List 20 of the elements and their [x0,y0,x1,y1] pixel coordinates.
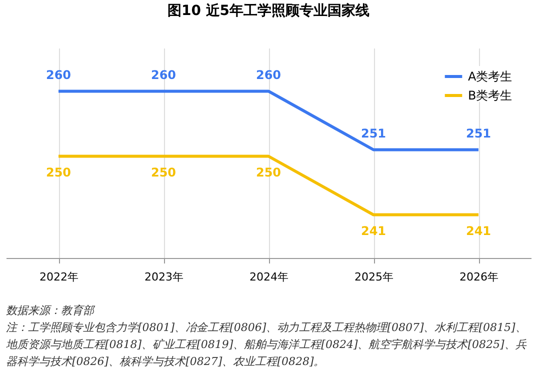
data-label: 250 [256,165,282,180]
x-tick-label: 2024年 [250,270,288,284]
x-tick-label: 2022年 [40,270,78,284]
data-label: 251 [466,126,492,141]
text: 注：工学照顾专业包含力学[0801]、冶金工程[0806]、动力工程及工程热物理[0807]、水利工程[0815]、地质资源与地质工程[0818]、矿业工程[0819]、船舶与海洋工程[0824]、航空宇航科学与技术[0825]、兵器科学与技术[0826]、核科学与技术[0827]、农业工程[0828]。 [6,320,528,370]
data-label: 241 [360,224,386,238]
x-tick-label: 2023年 [144,270,184,284]
chart-title: 图10 近5年工学照顾专业国家线 [167,2,370,19]
x-tick-label: 2025年 [354,270,394,284]
data-label: 260 [46,68,72,82]
legend-label: A类考生 [468,70,512,84]
data-label: 250 [150,165,176,180]
data-label: 260 [150,68,176,82]
x-tick-label: 2026年 [460,270,498,284]
data-label: 241 [466,224,492,238]
data-label: 260 [256,68,282,82]
data-label: 251 [360,126,386,141]
legend-label: B类考生 [468,88,512,102]
data-label: 250 [46,165,72,180]
source-note: 数据来源：教育部 [6,303,96,319]
